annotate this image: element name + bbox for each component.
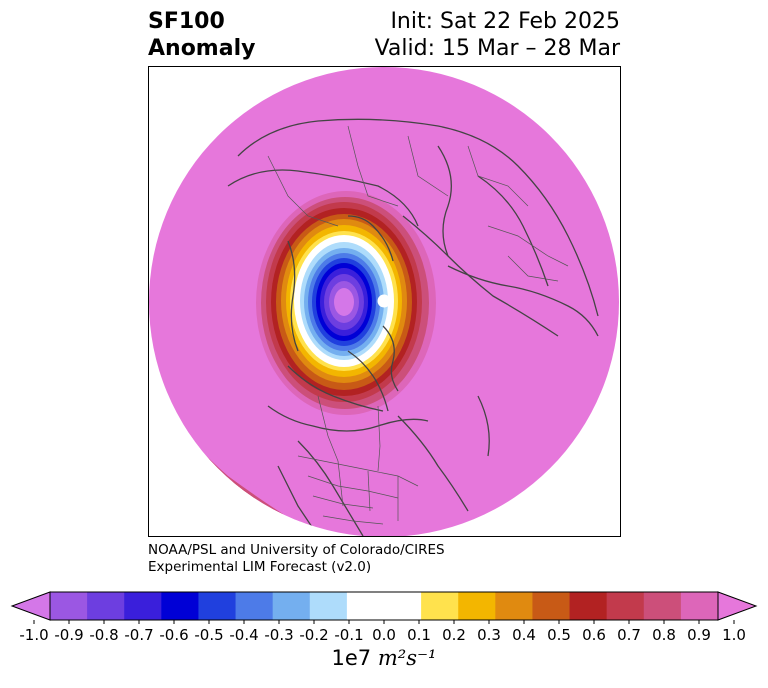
colorbar-tick-label: 0.9 bbox=[687, 626, 711, 644]
colorbar-tick-label: 0.5 bbox=[547, 626, 571, 644]
credit-line-2: Experimental LIM Forecast (v2.0) bbox=[148, 559, 372, 575]
credit-text: NOAA/PSL and University of Colorado/CIRE… bbox=[148, 542, 445, 576]
colorbar-tick-label: -0.6 bbox=[159, 626, 188, 644]
colorbar-tick-label: 0.0 bbox=[372, 626, 396, 644]
colorbar-bin bbox=[309, 592, 348, 620]
coastlines bbox=[227, 118, 599, 537]
map-frame bbox=[148, 66, 621, 537]
credit-line-1: NOAA/PSL and University of Colorado/CIRE… bbox=[148, 542, 445, 558]
init-date: Init: Sat 22 Feb 2025 bbox=[390, 9, 620, 34]
units-prefix: 1e7 bbox=[331, 646, 372, 670]
colorbar-bin bbox=[643, 592, 682, 620]
colorbar: -1.0 -0.9 -0.8 -0.7 -0.6 -0.5 -0.4 -0.3 -0.2 -0.1… bbox=[10, 591, 758, 644]
colorbar-tick-label: -1.0 bbox=[19, 626, 48, 644]
colorbar-tick-label: 0.6 bbox=[582, 626, 606, 644]
colorbar-units: 1e7 m²s⁻¹ bbox=[0, 646, 768, 670]
map-title-right: Init: Sat 22 Feb 2025 Valid: 15 Mar – 28… bbox=[375, 8, 620, 62]
colorbar-tick-label: 0.3 bbox=[477, 626, 501, 644]
colorbar-bin bbox=[421, 592, 459, 620]
valid-range: Valid: 15 Mar – 28 Mar bbox=[374, 36, 620, 61]
colorbar-bin bbox=[532, 592, 571, 620]
colorbar-bin bbox=[272, 592, 311, 620]
colorbar-bin bbox=[124, 592, 162, 620]
colorbar-tick-label: 0.2 bbox=[442, 626, 466, 644]
variable-name: SF100 bbox=[148, 9, 225, 34]
colorbar-bin bbox=[606, 592, 645, 620]
colorbar-over-arrow bbox=[717, 591, 758, 621]
colorbar-tick-label: -0.1 bbox=[334, 626, 363, 644]
colorbar-bin bbox=[495, 592, 533, 620]
colorbar-tick-label: 0.1 bbox=[407, 626, 431, 644]
colorbar-under-arrow bbox=[10, 591, 51, 621]
north-pole-marker bbox=[377, 294, 391, 308]
colorbar-bin bbox=[87, 592, 125, 620]
forecast-map bbox=[148, 66, 621, 537]
colorbar-tick-label: -0.8 bbox=[89, 626, 118, 644]
colorbar-bin bbox=[384, 592, 422, 620]
colorbar-tick-label: -0.9 bbox=[54, 626, 83, 644]
colorbar-tick-label: -0.4 bbox=[229, 626, 258, 644]
colorbar-bin bbox=[161, 592, 199, 620]
colorbar-bin bbox=[235, 592, 274, 620]
colorbar-bin bbox=[569, 592, 608, 620]
colorbar-bin bbox=[680, 592, 719, 620]
colorbar-tick-label: -0.7 bbox=[124, 626, 153, 644]
colorbar-bin bbox=[198, 592, 237, 620]
colorbar-tick-label: 0.7 bbox=[617, 626, 641, 644]
colorbar-bin bbox=[346, 592, 385, 620]
colorbar-tick-label: 0.8 bbox=[652, 626, 676, 644]
units-expression: m²s⁻¹ bbox=[377, 646, 437, 670]
field-kind: Anomaly bbox=[148, 36, 256, 61]
colorbar-tick-label: 0.4 bbox=[512, 626, 536, 644]
map-title-left: SF100 Anomaly bbox=[148, 8, 255, 62]
colorbar-bin bbox=[458, 592, 496, 620]
political-borders bbox=[267, 125, 569, 525]
colorbar-tick-label: 1.0 bbox=[722, 626, 746, 644]
colorbar-tick-label: -0.5 bbox=[194, 626, 223, 644]
colorbar-bin bbox=[50, 592, 88, 620]
colorbar-tick-label: -0.3 bbox=[264, 626, 293, 644]
colorbar-tick-label: -0.2 bbox=[299, 626, 328, 644]
